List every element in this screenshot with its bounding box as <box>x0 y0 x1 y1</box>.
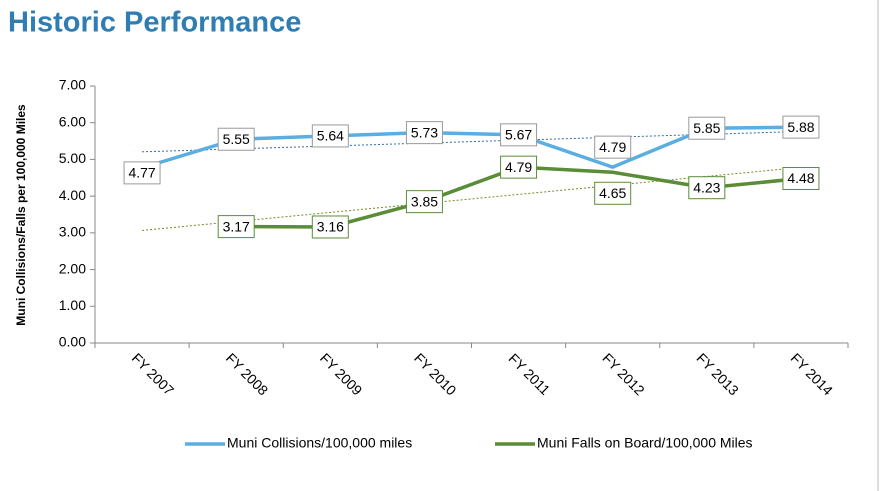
y-tick-label: 4.00 <box>59 187 86 203</box>
data-label: 4.79 <box>505 159 532 175</box>
data-label-box <box>405 121 443 145</box>
data-label-box <box>782 115 820 139</box>
y-axis-label: Muni Collisions/Falls per 100,000 Miles <box>14 104 28 326</box>
y-tick-label: 6.00 <box>59 113 86 129</box>
data-label-box <box>500 123 538 147</box>
x-tick-label: FY 2013 <box>693 350 742 399</box>
data-label: 4.65 <box>599 185 626 201</box>
legend-label: Muni Falls on Board/100,000 Miles <box>537 435 753 451</box>
data-label-box <box>311 124 349 148</box>
x-tick-label: FY 2009 <box>317 350 366 399</box>
data-label: 5.73 <box>411 124 438 140</box>
data-label-box <box>500 155 538 179</box>
data-label: 4.77 <box>128 165 155 181</box>
data-label: 5.64 <box>317 128 344 144</box>
data-label: 3.85 <box>411 193 438 209</box>
chart-title: Historic Performance <box>8 7 301 39</box>
data-label: 5.67 <box>505 127 532 143</box>
y-tick-label: 7.00 <box>59 77 86 93</box>
data-label-box <box>688 116 726 140</box>
data-label-box <box>688 176 726 200</box>
data-label: 4.79 <box>599 139 626 155</box>
data-label: 3.16 <box>317 219 344 235</box>
data-label-box <box>405 190 443 214</box>
data-label: 5.88 <box>787 119 814 135</box>
y-tick-label: 0.00 <box>59 334 86 350</box>
x-tick-label: FY 2007 <box>129 350 178 399</box>
x-tick-label: FY 2010 <box>411 350 460 399</box>
x-tick-label: FY 2012 <box>599 350 648 399</box>
y-tick-label: 1.00 <box>59 297 86 313</box>
data-label-box <box>782 167 820 191</box>
y-tick-label: 2.00 <box>59 260 86 276</box>
data-label: 5.55 <box>223 131 250 147</box>
data-label-box <box>123 161 161 185</box>
data-label-box <box>217 127 255 151</box>
data-label: 4.23 <box>693 179 720 195</box>
y-tick-label: 5.00 <box>59 150 86 166</box>
data-label: 5.85 <box>693 120 720 136</box>
x-tick-label: FY 2011 <box>506 350 554 398</box>
data-label-box <box>594 181 632 205</box>
y-tick-label: 3.00 <box>59 224 86 240</box>
data-label-box <box>594 135 632 159</box>
data-label: 3.17 <box>223 218 250 234</box>
x-tick-label: FY 2014 <box>788 350 837 399</box>
legend-label: Muni Collisions/100,000 miles <box>227 435 412 451</box>
data-label-box <box>311 215 349 239</box>
data-label-box <box>217 215 255 239</box>
x-tick-label: FY 2008 <box>223 350 272 399</box>
data-label: 4.48 <box>787 170 814 186</box>
